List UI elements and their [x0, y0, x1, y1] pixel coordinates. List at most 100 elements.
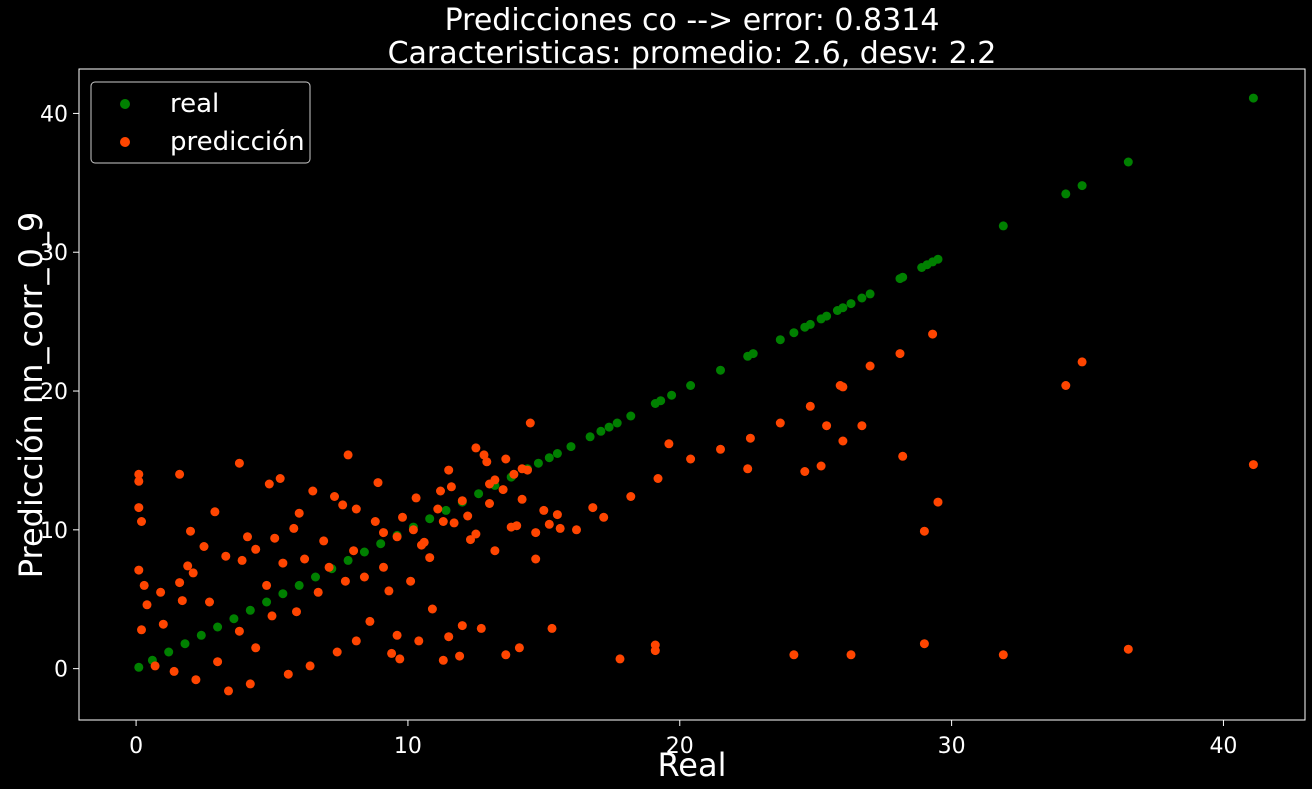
- data-point: [134, 503, 144, 513]
- data-point: [213, 657, 223, 667]
- data-point: [857, 421, 867, 431]
- data-point: [392, 532, 402, 542]
- data-point: [466, 535, 475, 545]
- data-point: [555, 523, 565, 533]
- data-point: [457, 496, 467, 506]
- data-point: [846, 299, 856, 309]
- data-point: [156, 587, 166, 597]
- data-point: [294, 580, 304, 590]
- data-point: [137, 625, 146, 635]
- data-point: [433, 504, 443, 514]
- y-tick-label: 40: [40, 102, 68, 127]
- data-point: [275, 474, 285, 483]
- data-point: [544, 519, 554, 529]
- data-point: [544, 453, 554, 463]
- data-point: [1248, 460, 1258, 470]
- data-point: [512, 521, 522, 531]
- data-point: [441, 505, 451, 515]
- data-point: [446, 482, 456, 492]
- data-point: [359, 572, 369, 582]
- data-point: [205, 597, 214, 607]
- data-point: [234, 626, 244, 636]
- data-point: [251, 544, 261, 554]
- data-point: [338, 500, 348, 510]
- data-point: [476, 623, 486, 633]
- data-point: [1123, 644, 1133, 654]
- data-point: [898, 451, 908, 461]
- data-point: [365, 616, 375, 626]
- data-point: [552, 510, 562, 520]
- data-point: [340, 576, 350, 586]
- data-point: [324, 562, 334, 572]
- y-axis-ticks: 0 10 20 30 40: [40, 102, 79, 683]
- data-point: [292, 607, 301, 617]
- data-point: [289, 523, 299, 533]
- data-point: [417, 540, 426, 550]
- data-point: [373, 478, 383, 488]
- data-point: [262, 580, 272, 590]
- data-point: [395, 654, 405, 664]
- data-point: [531, 554, 541, 564]
- data-point: [919, 639, 929, 649]
- data-point: [180, 639, 190, 649]
- data-point: [743, 464, 753, 474]
- legend-marker-real: [120, 99, 130, 109]
- data-point: [490, 546, 500, 556]
- data-point: [572, 525, 581, 535]
- data-point: [498, 485, 508, 495]
- data-point: [305, 661, 315, 671]
- data-point: [177, 596, 187, 606]
- data-point: [243, 532, 252, 542]
- data-point: [857, 293, 867, 303]
- data-point: [158, 619, 168, 629]
- data-point: [332, 647, 342, 657]
- data-point: [188, 568, 198, 578]
- data-point: [343, 450, 353, 460]
- data-point: [134, 662, 144, 672]
- data-point: [351, 636, 361, 646]
- data-point: [313, 587, 323, 597]
- data-point: [294, 508, 304, 518]
- data-point: [517, 494, 527, 504]
- data-point: [716, 444, 725, 454]
- data-point: [196, 630, 206, 640]
- data-point: [1123, 157, 1133, 167]
- x-tick-label: 30: [938, 734, 966, 759]
- data-point: [509, 469, 519, 479]
- y-axis-label: Predicción nn_corr_0_9: [12, 212, 50, 578]
- data-point: [933, 497, 943, 507]
- data-point: [278, 589, 288, 599]
- data-point: [604, 422, 614, 432]
- data-point: [585, 432, 595, 442]
- data-point: [283, 669, 293, 679]
- data-point: [517, 464, 527, 474]
- data-point: [653, 474, 663, 483]
- legend-label-real: real: [170, 89, 219, 119]
- data-point: [686, 454, 696, 464]
- data-point: [667, 390, 677, 400]
- data-point: [599, 512, 609, 522]
- data-point: [895, 349, 905, 359]
- data-point: [224, 686, 233, 696]
- data-point: [748, 349, 758, 359]
- data-point: [425, 553, 435, 563]
- data-point: [406, 576, 416, 586]
- data-point: [349, 546, 359, 556]
- data-point: [444, 632, 454, 642]
- data-point: [139, 580, 149, 590]
- data-point: [482, 457, 492, 467]
- data-point: [245, 679, 255, 689]
- data-point: [514, 643, 524, 653]
- data-point: [438, 655, 448, 665]
- data-point: [716, 365, 725, 375]
- data-point: [501, 454, 511, 464]
- data-point: [150, 661, 160, 671]
- data-point: [237, 555, 247, 565]
- data-point: [1248, 93, 1258, 103]
- data-point: [234, 458, 244, 468]
- x-axis-label: Real: [658, 746, 727, 784]
- data-point: [775, 335, 785, 345]
- data-point: [471, 529, 481, 539]
- data-point: [822, 311, 832, 321]
